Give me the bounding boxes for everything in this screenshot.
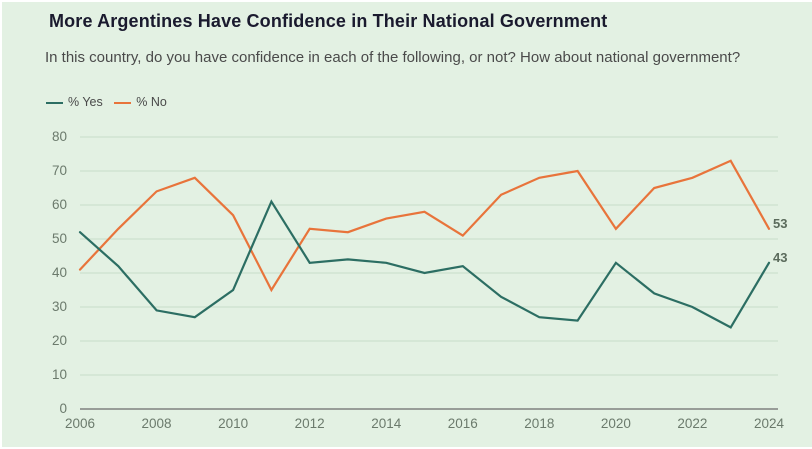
svg-text:20: 20 [52, 333, 67, 348]
svg-text:30: 30 [52, 299, 67, 314]
svg-text:80: 80 [52, 129, 67, 144]
svg-text:2012: 2012 [295, 416, 325, 431]
svg-text:2020: 2020 [601, 416, 631, 431]
svg-text:2022: 2022 [677, 416, 707, 431]
svg-text:2018: 2018 [524, 416, 554, 431]
svg-text:50: 50 [52, 231, 67, 246]
svg-text:53: 53 [773, 216, 787, 231]
svg-text:2006: 2006 [65, 416, 95, 431]
svg-text:2016: 2016 [448, 416, 478, 431]
svg-text:2024: 2024 [754, 416, 785, 431]
svg-text:0: 0 [59, 401, 67, 416]
svg-text:2010: 2010 [218, 416, 248, 431]
svg-text:10: 10 [52, 367, 67, 382]
svg-text:2014: 2014 [371, 416, 402, 431]
svg-text:43: 43 [773, 250, 787, 265]
svg-text:2008: 2008 [142, 416, 172, 431]
svg-text:60: 60 [52, 197, 67, 212]
svg-text:40: 40 [52, 265, 67, 280]
svg-text:70: 70 [52, 163, 67, 178]
